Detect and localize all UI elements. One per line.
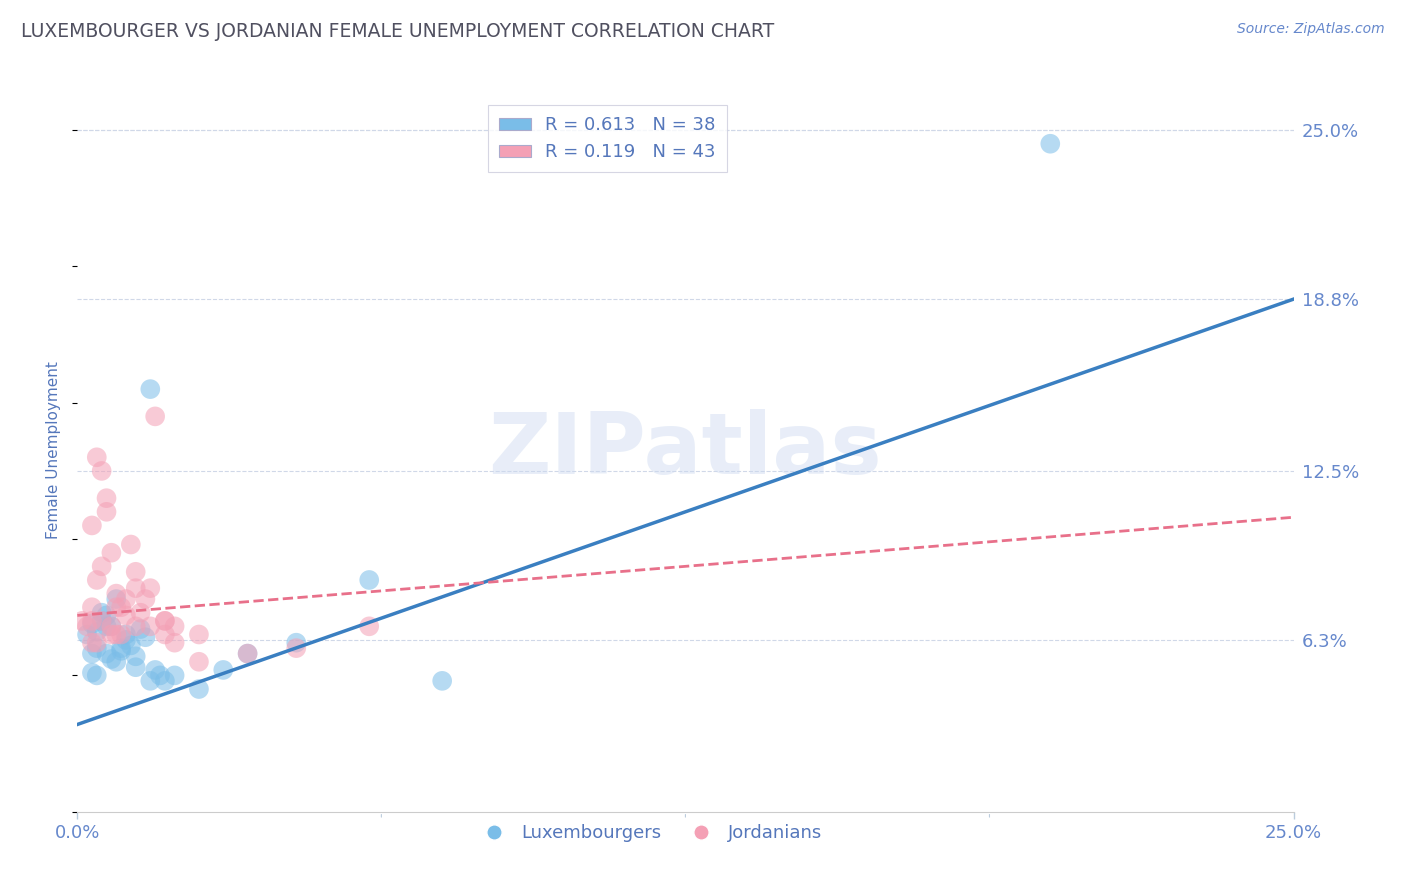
Point xyxy=(153,627,176,641)
Point xyxy=(86,635,108,649)
Point xyxy=(70,614,93,628)
Point xyxy=(96,647,118,661)
Point xyxy=(80,647,103,661)
Point xyxy=(96,491,118,505)
Legend: Luxembourgers, Jordanians: Luxembourgers, Jordanians xyxy=(468,817,830,850)
Point xyxy=(129,606,152,620)
Point xyxy=(125,660,148,674)
Point xyxy=(115,608,138,623)
Point xyxy=(80,616,103,631)
Point xyxy=(236,647,259,661)
Point xyxy=(236,647,259,661)
Point xyxy=(76,627,98,641)
Point xyxy=(80,600,103,615)
Point xyxy=(125,619,148,633)
Point xyxy=(188,655,211,669)
Point xyxy=(86,573,108,587)
Point xyxy=(212,663,235,677)
Point xyxy=(110,600,132,615)
Point xyxy=(153,614,176,628)
Point xyxy=(163,635,186,649)
Point xyxy=(188,627,211,641)
Point xyxy=(143,409,166,424)
Point xyxy=(115,632,138,647)
Text: LUXEMBOURGER VS JORDANIAN FEMALE UNEMPLOYMENT CORRELATION CHART: LUXEMBOURGER VS JORDANIAN FEMALE UNEMPLO… xyxy=(21,22,775,41)
Point xyxy=(139,619,162,633)
Point xyxy=(115,592,138,607)
Point xyxy=(1039,136,1062,151)
Point xyxy=(80,665,103,680)
Point xyxy=(134,592,156,607)
Point xyxy=(90,559,112,574)
Point xyxy=(96,608,118,623)
Point xyxy=(139,673,162,688)
Point xyxy=(100,627,122,641)
Point xyxy=(115,627,138,641)
Point xyxy=(149,668,172,682)
Point xyxy=(80,635,103,649)
Point xyxy=(100,546,122,560)
Point xyxy=(105,655,128,669)
Point xyxy=(90,464,112,478)
Point xyxy=(163,668,186,682)
Point xyxy=(105,592,128,607)
Point xyxy=(100,619,122,633)
Point xyxy=(80,518,103,533)
Point xyxy=(163,619,186,633)
Point xyxy=(76,619,98,633)
Point xyxy=(96,619,118,633)
Point xyxy=(143,663,166,677)
Y-axis label: Female Unemployment: Female Unemployment xyxy=(46,361,62,540)
Point xyxy=(90,614,112,628)
Point xyxy=(188,681,211,696)
Point xyxy=(80,614,103,628)
Point xyxy=(105,627,128,641)
Point xyxy=(285,635,308,649)
Point xyxy=(105,586,128,600)
Point xyxy=(90,614,112,628)
Point xyxy=(139,382,162,396)
Point xyxy=(153,614,176,628)
Point xyxy=(105,600,128,615)
Point xyxy=(139,581,162,595)
Point xyxy=(86,450,108,465)
Point xyxy=(430,673,453,688)
Text: ZIPatlas: ZIPatlas xyxy=(488,409,883,492)
Point xyxy=(125,565,148,579)
Point xyxy=(120,639,142,653)
Point xyxy=(100,652,122,666)
Point xyxy=(125,581,148,595)
Point xyxy=(110,627,132,641)
Point xyxy=(359,573,381,587)
Point xyxy=(359,619,381,633)
Point xyxy=(120,537,142,551)
Point xyxy=(96,505,118,519)
Point xyxy=(129,622,152,636)
Point xyxy=(285,641,308,656)
Point xyxy=(125,649,148,664)
Text: Source: ZipAtlas.com: Source: ZipAtlas.com xyxy=(1237,22,1385,37)
Point xyxy=(153,673,176,688)
Point xyxy=(86,668,108,682)
Point xyxy=(134,630,156,644)
Point xyxy=(110,641,132,656)
Point xyxy=(110,644,132,658)
Point xyxy=(86,624,108,639)
Point xyxy=(100,619,122,633)
Point xyxy=(86,641,108,656)
Point xyxy=(90,606,112,620)
